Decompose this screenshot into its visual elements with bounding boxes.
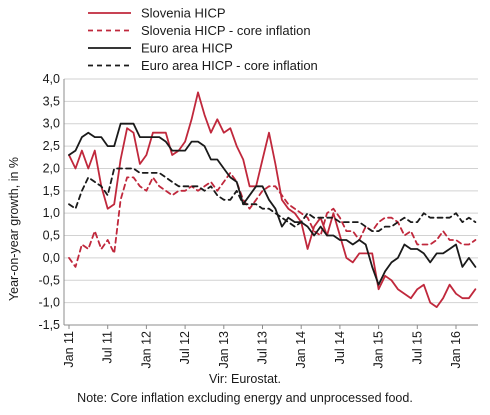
- series-line-1: [68, 91, 477, 309]
- legend-label-4: Euro area HICP - core inflation: [141, 58, 318, 73]
- x-tick-label: Jul 12: [178, 331, 192, 364]
- series-lines: [68, 91, 477, 309]
- y-tick-label: 0,0: [43, 251, 60, 265]
- legend-label-2: Slovenia HICP - core inflation: [141, 23, 311, 38]
- series-line-4: [68, 167, 477, 233]
- x-tick-label: Jan 12: [139, 331, 153, 369]
- y-tick-label: 3,0: [43, 117, 60, 131]
- legend-label-1: Slovenia HICP: [141, 6, 226, 21]
- x-axis-tick-labels: Jan 11 Jul 11 Jan 12 Jul 12 Jan 13 Jul 13 Jan …: [62, 331, 463, 369]
- y-tick-label: 3,5: [43, 94, 60, 108]
- series-line-3: [68, 122, 477, 286]
- y-tick-label: 2,5: [43, 139, 60, 153]
- x-tick-label: Jul 13: [256, 331, 270, 364]
- axes: [63, 79, 478, 329]
- y-tick-label: 2,0: [43, 161, 60, 175]
- y-tick-label: -0,5: [38, 273, 60, 287]
- x-tick-label: Jul 14: [333, 331, 347, 364]
- x-tick-label: Jan 13: [217, 331, 231, 369]
- y-axis-tick-labels: 4,0 3,5 3,0 2,5 2,0 1,5 1,0 0,5 0,0 -0,5 -1,0 -1,5: [38, 72, 60, 332]
- y-tick-label: 1,0: [43, 206, 60, 220]
- legend: Slovenia HICP Slovenia HICP - core inflat…: [88, 6, 318, 73]
- footnote: Note: Core inflation excluding energy an…: [77, 391, 413, 405]
- x-tick-label: Jan 16: [449, 331, 463, 369]
- y-axis-label: Year-on-year growth, in %: [7, 157, 21, 301]
- source-note: Vir: Eurostat.: [208, 372, 282, 386]
- x-tick-label: Jan 11: [62, 331, 76, 368]
- x-tick-label: Jul 15: [410, 331, 424, 364]
- y-tick-label: 1,5: [43, 184, 60, 198]
- x-tick-label: Jul 11: [101, 331, 115, 363]
- legend-label-3: Euro area HICP: [141, 41, 233, 56]
- x-tick-label: Jan 14: [294, 331, 308, 369]
- y-tick-label: 4,0: [43, 72, 60, 86]
- y-tick-label: 0,5: [43, 229, 60, 243]
- y-tick-label: -1,0: [38, 296, 60, 310]
- series-line-2: [68, 171, 477, 268]
- x-tick-label: Jan 15: [372, 331, 386, 369]
- y-tick-label: -1,5: [38, 318, 60, 332]
